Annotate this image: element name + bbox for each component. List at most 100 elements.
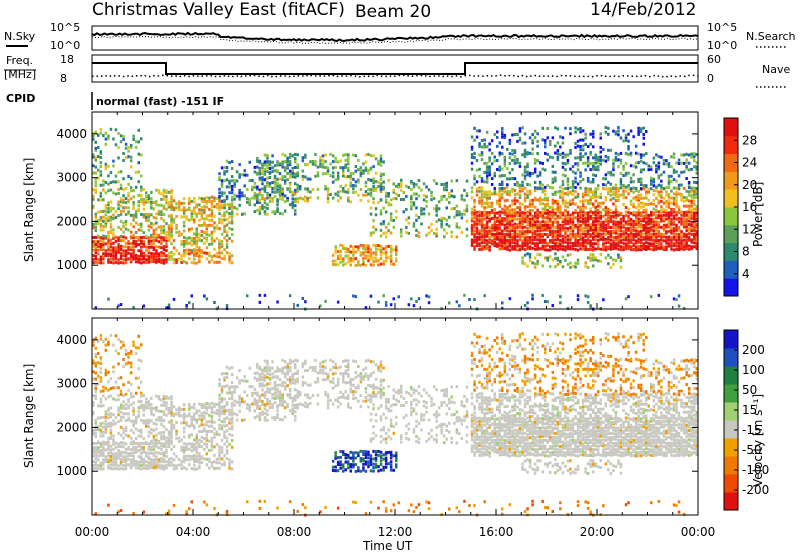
power-cell: [589, 180, 592, 184]
velocity-cell: [94, 441, 97, 445]
power-cell: [283, 179, 287, 183]
velocity-cell: [94, 466, 97, 470]
power-cell: [99, 224, 103, 228]
velocity-cell: [157, 397, 161, 401]
velocity-cell: [127, 416, 130, 420]
power-cell: [465, 209, 469, 213]
power-cell: [410, 180, 413, 183]
velocity-cell: [208, 459, 211, 463]
power-cell: [632, 242, 635, 246]
power-cell: [235, 170, 239, 174]
power-cell: [556, 210, 560, 214]
power-cell: [195, 205, 198, 209]
power-cell: [652, 217, 656, 221]
power-cell: [117, 156, 120, 160]
power-cell: [622, 248, 625, 252]
velocity-cell: [218, 445, 221, 449]
power-cell: [177, 252, 181, 256]
power-cell: [273, 195, 277, 199]
velocity-cell: [99, 448, 103, 452]
velocity-cell: [127, 418, 130, 422]
velocity-cell: [193, 406, 196, 410]
power-cell: [695, 219, 698, 223]
power-cell: [546, 213, 549, 217]
power-cell: [586, 187, 590, 191]
velocity-cell: [97, 446, 100, 450]
power-cell: [521, 260, 524, 263]
power-cell: [268, 193, 272, 197]
power-cell: [210, 201, 214, 205]
power-cell: [592, 190, 595, 194]
power-cell: [687, 226, 691, 230]
power-cell: [129, 145, 133, 149]
power-cell: [665, 225, 668, 229]
power-cell: [655, 244, 658, 248]
power-cell: [672, 199, 676, 203]
velocity-cell: [140, 467, 143, 471]
power-cell: [624, 247, 628, 251]
velocity-cell: [129, 395, 133, 399]
power-cell: [142, 197, 145, 201]
velocity-cell: [112, 343, 115, 347]
power-cell: [382, 172, 385, 176]
power-ylabel: Slant Range [km]: [22, 158, 36, 262]
power-cell: [200, 199, 204, 203]
power-cell: [518, 236, 522, 239]
power-cell: [321, 172, 325, 176]
power-cell: [185, 306, 188, 310]
power-cell: [554, 252, 557, 256]
power-cell: [528, 151, 532, 155]
power-cell: [278, 197, 282, 201]
power-cell: [629, 223, 633, 226]
power-cell: [645, 229, 648, 233]
power-cell: [286, 187, 289, 191]
power-cell: [632, 222, 635, 226]
power-cell: [498, 174, 501, 178]
velocity-cell: [109, 431, 113, 435]
power-cell: [137, 152, 140, 156]
power-cell: [294, 172, 297, 176]
power-cell: [198, 260, 201, 264]
power-cell: [589, 214, 592, 218]
velocity-cell: [92, 394, 95, 398]
power-cell: [581, 144, 585, 148]
power-cell: [498, 235, 501, 239]
power-cell: [483, 142, 486, 146]
velocity-cell: [172, 423, 176, 427]
power-cell: [597, 238, 600, 242]
power-cell: [200, 224, 204, 227]
velocity-cell: [114, 463, 118, 467]
power-cell: [589, 151, 592, 155]
power-cell: [584, 241, 587, 245]
power-cell: [544, 256, 547, 260]
power-cell: [650, 210, 653, 214]
velocity-cell: [145, 424, 148, 428]
power-cell: [536, 174, 539, 178]
power-cell: [306, 187, 310, 191]
power-cell: [574, 233, 577, 237]
velocity-cell: [107, 445, 110, 449]
power-cell: [645, 213, 648, 217]
power-cell: [556, 155, 560, 159]
velocity-cell: [94, 457, 97, 461]
power-cell: [584, 294, 587, 298]
power-cell: [137, 257, 140, 261]
power-cell: [619, 245, 623, 249]
power-cell: [473, 209, 476, 213]
power-cell: [665, 230, 668, 234]
velocity-cell: [150, 419, 153, 423]
power-cell: [693, 202, 696, 206]
power-cell: [571, 213, 575, 217]
power-cell: [498, 198, 501, 202]
power-cell: [417, 179, 421, 183]
power-cell: [357, 158, 360, 162]
velocity-cell: [200, 412, 204, 416]
velocity-cell: [155, 461, 158, 465]
power-cell: [554, 176, 557, 180]
velocity-cell: [147, 442, 151, 446]
power-cell: [652, 199, 656, 202]
power-cell: [140, 239, 143, 243]
power-cell: [117, 248, 120, 252]
power-cell: [690, 204, 693, 208]
power-cell: [657, 174, 661, 178]
